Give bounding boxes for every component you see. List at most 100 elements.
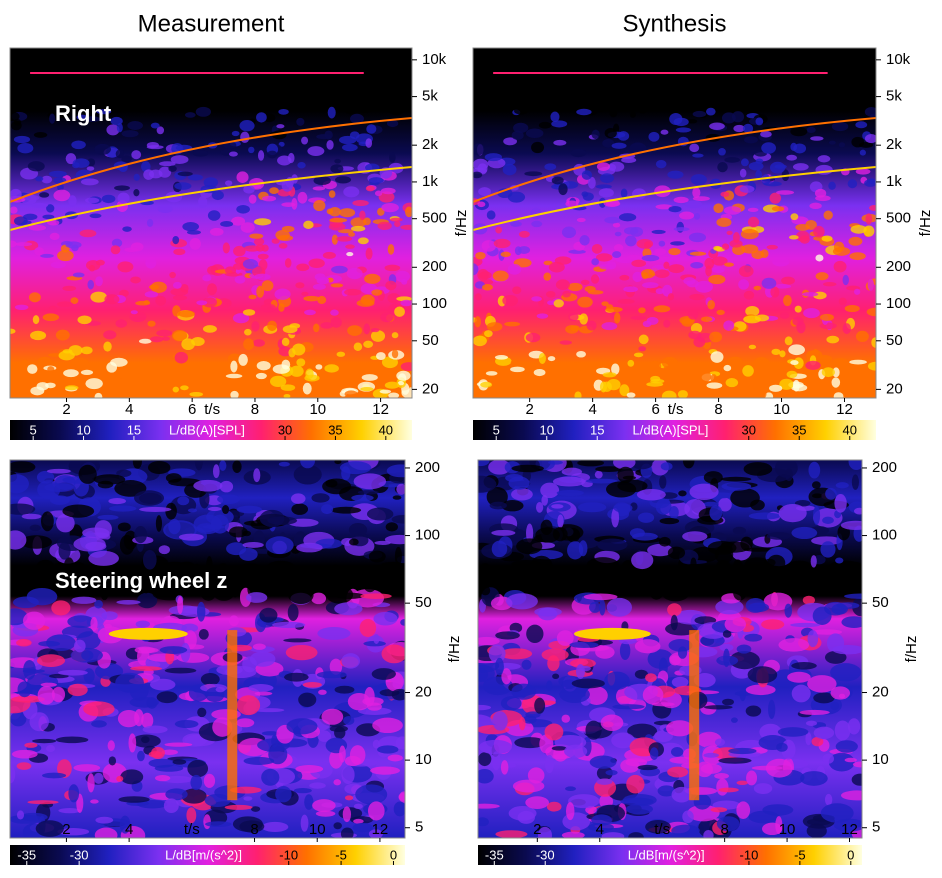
texture <box>500 251 511 257</box>
y-tick-label: 10k <box>422 51 447 68</box>
texture <box>547 655 560 672</box>
texture <box>324 130 333 140</box>
texture <box>79 229 97 238</box>
texture <box>385 280 397 291</box>
texture <box>548 460 563 465</box>
texture <box>561 69 572 82</box>
texture <box>697 70 711 79</box>
texture <box>133 84 144 89</box>
texture <box>47 366 55 373</box>
texture <box>215 78 231 84</box>
texture <box>685 200 703 209</box>
colorbar-tick-label: -5 <box>335 847 347 862</box>
texture <box>400 224 412 230</box>
texture <box>283 638 312 643</box>
texture <box>867 361 876 371</box>
texture <box>176 48 194 53</box>
texture <box>55 48 73 56</box>
texture <box>706 382 723 389</box>
texture <box>617 75 627 83</box>
texture <box>10 575 28 586</box>
texture <box>642 282 659 289</box>
texture <box>142 549 157 570</box>
texture <box>667 603 682 617</box>
texture <box>117 522 131 532</box>
texture <box>326 140 334 150</box>
texture <box>311 493 330 503</box>
texture <box>614 231 622 237</box>
texture <box>831 377 841 388</box>
texture <box>359 210 366 221</box>
texture <box>584 285 596 293</box>
texture <box>803 307 820 319</box>
texture <box>158 545 170 555</box>
texture <box>308 258 325 269</box>
texture <box>76 573 99 592</box>
texture <box>849 48 863 57</box>
texture <box>478 475 497 493</box>
texture <box>125 92 133 97</box>
texture <box>492 270 509 282</box>
texture <box>373 611 398 626</box>
texture <box>278 461 290 467</box>
texture <box>573 362 581 374</box>
texture <box>784 603 793 618</box>
texture <box>380 312 394 323</box>
texture <box>685 91 696 102</box>
texture <box>81 650 94 661</box>
texture <box>682 531 708 542</box>
texture <box>287 152 295 164</box>
texture <box>818 59 830 64</box>
texture <box>703 471 723 484</box>
texture <box>359 618 377 637</box>
texture <box>85 87 98 94</box>
texture <box>236 204 250 214</box>
texture <box>795 223 810 231</box>
texture <box>709 505 723 521</box>
texture <box>196 300 208 306</box>
texture <box>133 189 140 197</box>
texture <box>46 204 55 213</box>
texture <box>736 780 749 786</box>
texture <box>149 678 176 691</box>
texture <box>634 669 648 679</box>
texture <box>739 185 755 193</box>
texture <box>351 225 366 232</box>
x-tick-label: 4 <box>596 821 604 838</box>
texture <box>353 342 363 351</box>
texture <box>667 546 686 560</box>
texture <box>19 812 48 822</box>
texture <box>724 262 734 267</box>
texture <box>10 111 20 122</box>
texture <box>585 805 597 814</box>
texture <box>779 378 794 390</box>
colorbar-tick-label: 5 <box>493 422 500 437</box>
texture <box>661 356 678 369</box>
texture <box>368 177 384 184</box>
texture <box>347 325 363 336</box>
texture <box>540 482 560 499</box>
texture <box>89 363 107 373</box>
texture <box>296 263 310 272</box>
texture <box>50 107 64 112</box>
texture <box>473 117 876 203</box>
texture <box>164 370 172 382</box>
texture <box>380 187 396 195</box>
texture <box>507 263 522 275</box>
texture <box>187 508 198 513</box>
texture <box>692 196 710 202</box>
colorbar-tick-label: -10 <box>740 847 759 862</box>
texture <box>341 87 348 100</box>
texture <box>574 627 651 640</box>
texture <box>478 752 492 767</box>
texture <box>728 62 737 74</box>
x-tick-label: 10 <box>779 821 796 838</box>
y-tick-label: 50 <box>415 594 432 611</box>
texture <box>667 170 684 179</box>
colorbar-tick-label: 30 <box>278 422 292 437</box>
texture <box>10 474 29 494</box>
colorbar-tick-label: 0 <box>847 847 854 862</box>
texture <box>511 390 526 398</box>
texture <box>813 726 835 740</box>
texture <box>531 296 542 302</box>
